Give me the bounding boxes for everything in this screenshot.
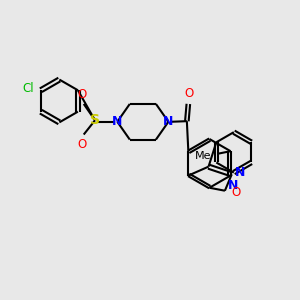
Text: O: O [78,137,87,151]
Text: O: O [231,186,241,199]
Text: O: O [78,88,87,101]
Text: Cl: Cl [23,82,34,95]
Text: Me: Me [195,151,211,161]
Text: N: N [163,115,174,128]
Text: S: S [90,113,100,127]
Text: N: N [228,179,239,192]
Text: O: O [184,87,194,101]
Text: N: N [112,115,122,128]
Text: N: N [235,167,245,179]
